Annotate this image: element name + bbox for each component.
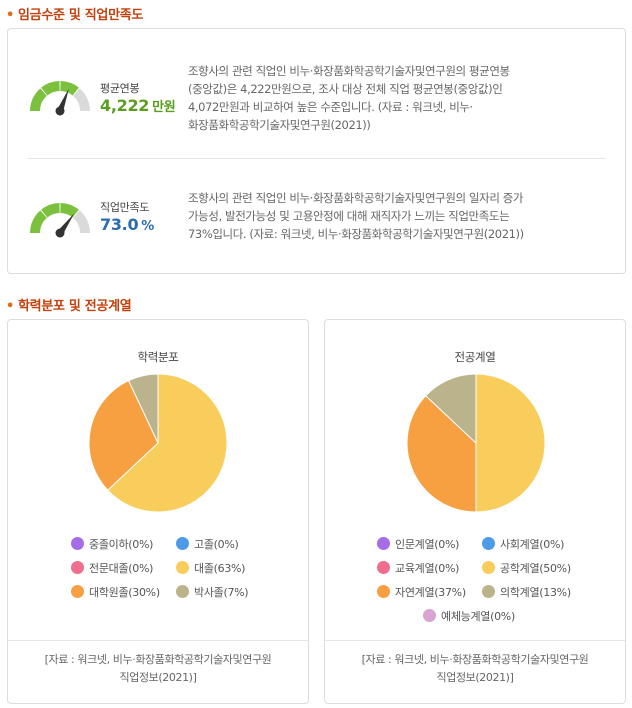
- legend-label: 인문계열(0%): [395, 538, 460, 551]
- legend-item: 전문대졸(0%): [71, 560, 153, 576]
- salary-unit: 만원: [152, 100, 176, 115]
- pie-slice: [424, 373, 477, 445]
- legend-label: 중졸이하(0%): [89, 538, 154, 551]
- gauge-segment: [60, 203, 79, 218]
- gauge-segment: [60, 81, 79, 96]
- description-line: (중앙값)은 4,222만원으로, 조사 대상 전체 직업 평균연봉(중앙값)인: [188, 82, 503, 96]
- legend-label: 예체능계열(0%): [441, 610, 515, 623]
- legend-swatch: [482, 537, 495, 550]
- legend-swatch: [176, 537, 189, 550]
- legend-swatch: [377, 537, 390, 550]
- gauge-segment: [41, 203, 60, 218]
- education-pie-chart: [88, 373, 228, 513]
- pie-slice: [106, 373, 228, 513]
- legend-item: 사회계열(0%): [482, 536, 564, 552]
- legend-item: 교육계열(0%): [377, 560, 459, 576]
- legend-item: 박사졸(7%): [176, 584, 249, 600]
- source-line: 직업정보(2021)]: [436, 671, 514, 684]
- salary-gauge-icon: [30, 81, 90, 116]
- wage-panel: 평균연봉 4,222 만원 조향사의 관련 직업인 비누·화장품화학공학기술자및연…: [7, 28, 626, 274]
- description-line: 73%입니다. (자료: 워크넷, 비누·화장품화학공학기술자및연구원(2021…: [188, 227, 524, 241]
- gauge-segment: [73, 88, 90, 111]
- pie-slice: [88, 379, 159, 491]
- education-chart-card: 학력분포 중졸이하(0%) 고졸(0%) 전문대졸(0%) 대졸(63%) 대학원졸(3…: [7, 319, 309, 704]
- salary-number: 4,222: [100, 96, 150, 115]
- legend-swatch: [377, 585, 390, 598]
- major-pie-chart: [406, 373, 546, 513]
- legend-label: 사회계열(0%): [500, 538, 565, 551]
- gauge-segment: [30, 210, 47, 233]
- description-line: 4,072만원과 비교하여 높은 수준입니다. (자료 : 워크넷, 비누·: [188, 100, 473, 114]
- legend-label: 공학계열(50%): [500, 562, 571, 575]
- gauge-hub: [55, 106, 65, 116]
- section-title-wage: • 임금수준 및 직업만족도: [6, 4, 143, 23]
- salary-label: 평균연봉: [100, 82, 140, 95]
- bullet-icon: •: [6, 299, 15, 314]
- source-line: [자료 : 워크넷, 비누·화장품화학공학기술자및연구원: [44, 653, 272, 666]
- legend-label: 전문대졸(0%): [89, 562, 154, 575]
- gauge-segment: [41, 81, 60, 96]
- section-title-text: 임금수준 및 직업만족도: [18, 8, 144, 23]
- legend-swatch: [176, 585, 189, 598]
- legend-label: 대졸(63%): [194, 562, 246, 575]
- description-line: 조향사의 관련 직업인 비누·화장품화학공학기술자및연구원의 평균연봉: [188, 64, 510, 78]
- legend-label: 박사졸(7%): [194, 586, 249, 599]
- legend-item: 예체능계열(0%): [423, 608, 515, 624]
- description-line: 가능성, 발전가능성 및 고용안정에 대해 재직자가 느끼는 직업만족도는: [188, 209, 510, 223]
- legend-item: 고졸(0%): [176, 536, 239, 552]
- pie-slice: [475, 373, 546, 513]
- source-line: 직업정보(2021)]: [119, 671, 197, 684]
- legend-swatch: [482, 585, 495, 598]
- description-line: 조향사의 관련 직업인 비누·화장품화학공학기술자및연구원의 일자리 증가: [188, 191, 524, 205]
- legend-item: 인문계열(0%): [377, 536, 459, 552]
- bullet-icon: •: [6, 8, 15, 23]
- metrics-divider: [28, 158, 606, 159]
- legend-swatch: [71, 537, 84, 550]
- salary-description: 조향사의 관련 직업인 비누·화장품화학공학기술자및연구원의 평균연봉 (중앙값)…: [188, 62, 618, 134]
- gauge-hub: [55, 228, 65, 238]
- legend-swatch: [71, 585, 84, 598]
- legend-swatch: [423, 609, 436, 622]
- salary-value: 4,222 만원: [100, 96, 176, 115]
- satisfaction-unit: %: [141, 219, 155, 234]
- legend-swatch: [482, 561, 495, 574]
- legend-label: 의학계열(13%): [500, 586, 571, 599]
- satisfaction-value: 73.0%: [100, 215, 154, 234]
- legend-swatch: [71, 561, 84, 574]
- gauge-segment: [73, 210, 90, 233]
- legend-item: 공학계열(50%): [482, 560, 571, 576]
- description-line: 화장품화학공학기술자및연구원(2021)): [188, 118, 371, 132]
- legend-item: 의학계열(13%): [482, 584, 571, 600]
- legend-item: 중졸이하(0%): [71, 536, 153, 552]
- pie-slice: [127, 373, 159, 444]
- section-title-education: • 학력분포 및 전공계열: [6, 295, 132, 314]
- chart-title: 전공계열: [454, 350, 496, 364]
- satisfaction-number: 73.0: [100, 215, 139, 234]
- source-line: [자료 : 워크넷, 비누·화장품화학공학기술자및연구원: [361, 653, 589, 666]
- legend-swatch: [377, 561, 390, 574]
- source-divider: [325, 640, 625, 641]
- legend-swatch: [176, 561, 189, 574]
- major-chart-card: 전공계열 인문계열(0%) 사회계열(0%) 교육계열(0%) 공학계열(50%) 자연…: [324, 319, 626, 704]
- legend-label: 고졸(0%): [194, 538, 239, 551]
- legend-item: 자연계열(37%): [377, 584, 466, 600]
- satisfaction-label: 직업만족도: [100, 201, 150, 214]
- satisfaction-gauge-icon: [30, 203, 90, 238]
- section-title-text: 학력분포 및 전공계열: [18, 299, 132, 314]
- source-divider: [8, 640, 308, 641]
- gauge-needle: [57, 88, 69, 113]
- gauge-segment: [30, 88, 47, 111]
- chart-title: 학력분포: [137, 350, 179, 364]
- legend-item: 대학원졸(30%): [71, 584, 160, 600]
- legend-label: 교육계열(0%): [395, 562, 460, 575]
- legend-item: 대졸(63%): [176, 560, 245, 576]
- pie-slice: [406, 395, 477, 513]
- legend-label: 자연계열(37%): [395, 586, 466, 599]
- legend-label: 대학원졸(30%): [89, 586, 160, 599]
